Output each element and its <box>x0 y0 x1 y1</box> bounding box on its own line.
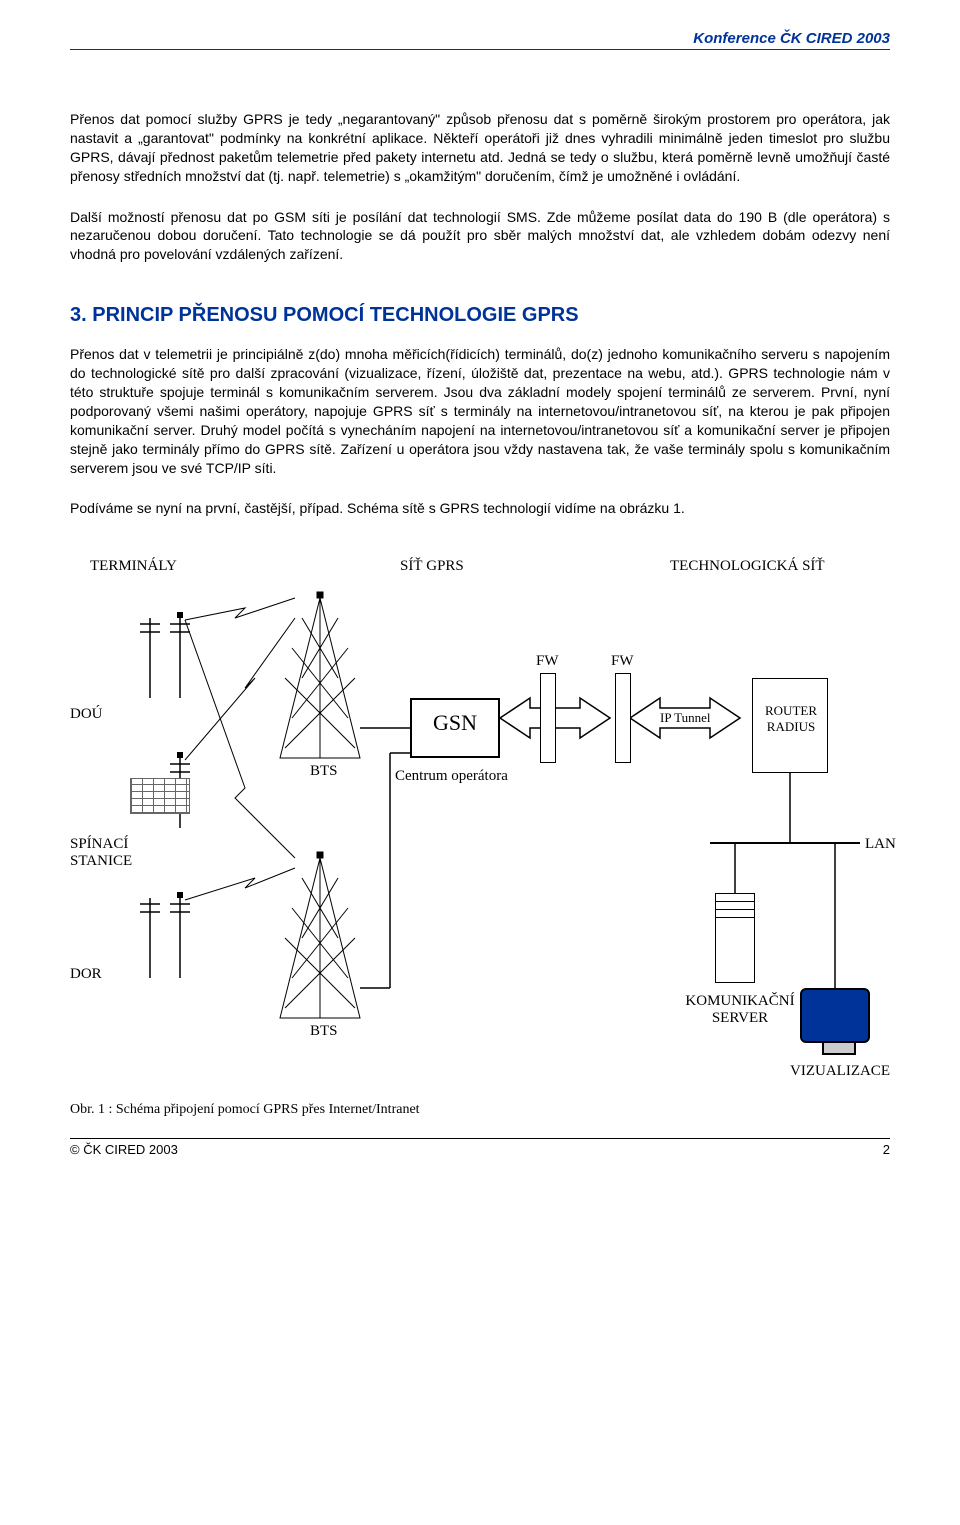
label-bts-2: BTS <box>310 1023 338 1040</box>
conference-header: Konference ČK CIRED 2003 <box>70 30 890 47</box>
label-centrum-operatora: Centrum operátora <box>395 768 508 785</box>
paragraph-3: Přenos dat v telemetrii je principiálně … <box>70 345 890 477</box>
label-fw-1: FW <box>536 653 559 670</box>
footer-copyright: © ČK CIRED 2003 <box>70 1142 178 1157</box>
section-3-title: 3. PRINCIP PŘENOSU POMOCÍ TECHNOLOGIE GP… <box>70 304 890 327</box>
firewall-left <box>540 673 556 763</box>
label-router-radius: ROUTER RADIUS <box>758 703 824 735</box>
substation-icon <box>130 778 190 814</box>
gsn-box: GSN <box>410 698 500 758</box>
figure-1-caption: Obr. 1 : Schéma připojení pomocí GPRS př… <box>70 1102 420 1118</box>
page-number: 2 <box>883 1142 890 1157</box>
monitor-icon <box>800 988 870 1043</box>
server-tower-icon <box>715 893 755 983</box>
label-server: KOMUNIKAČNÍ SERVER <box>675 993 805 1027</box>
label-lan: LAN <box>865 836 896 853</box>
gsn-label: GSN <box>433 710 477 735</box>
figure-1-network-diagram: TERMINÁLY SÍŤ GPRS TECHNOLOGICKÁ SÍŤ DOÚ… <box>70 558 890 1098</box>
paragraph-4: Podíváme se nyní na první, častější, pří… <box>70 499 890 518</box>
paragraph-1: Přenos dat pomocí služby GPRS je tedy „n… <box>70 110 890 186</box>
label-ip-tunnel: IP Tunnel <box>660 710 710 726</box>
label-fw-2: FW <box>611 653 634 670</box>
firewall-right <box>615 673 631 763</box>
label-bts-1: BTS <box>310 763 338 780</box>
label-vizualizace: VIZUALIZACE <box>790 1063 890 1080</box>
footer-rule <box>70 1138 890 1139</box>
header-rule <box>70 49 890 50</box>
paragraph-2: Další možností přenosu dat po GSM síti j… <box>70 208 890 265</box>
